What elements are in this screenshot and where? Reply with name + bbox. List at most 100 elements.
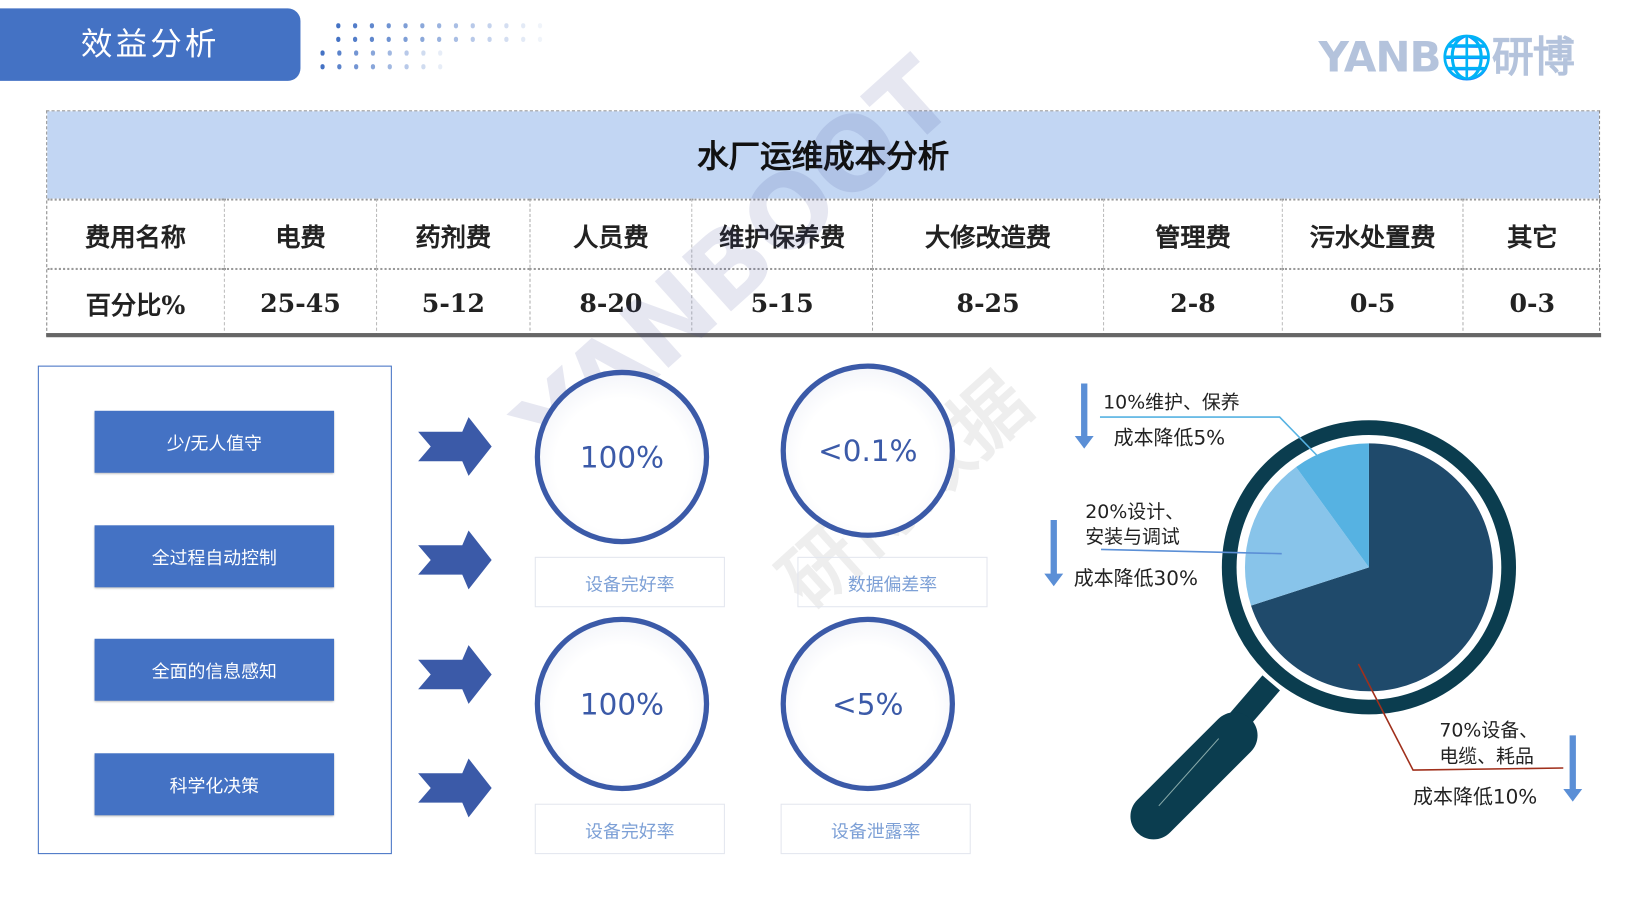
callout-saving: 成本降低30% bbox=[1073, 567, 1198, 591]
feature-auto-control[interactable]: 全过程自动控制 bbox=[94, 525, 335, 588]
dot bbox=[337, 50, 342, 56]
column-header: 药剂费 bbox=[376, 198, 530, 268]
dot bbox=[386, 36, 391, 43]
table-bottom-rule bbox=[46, 333, 1602, 338]
dot bbox=[420, 36, 425, 43]
arrow-right-icon bbox=[418, 417, 492, 476]
table-cell: 8-25 bbox=[871, 267, 1104, 337]
arrow-down-icon bbox=[1074, 383, 1094, 449]
dot bbox=[437, 36, 442, 43]
table-cell: 8-20 bbox=[529, 267, 692, 337]
dot bbox=[369, 23, 375, 29]
arrow-right-icon bbox=[418, 645, 492, 704]
pie-slice bbox=[1296, 443, 1369, 568]
dot bbox=[470, 23, 475, 29]
features-panel bbox=[37, 365, 392, 855]
table-cell: 0-3 bbox=[1462, 267, 1602, 337]
metric-label: 数据偏差率 bbox=[797, 556, 988, 608]
feature-info-sensing[interactable]: 全面的信息感知 bbox=[94, 638, 335, 701]
magnifier-handle bbox=[1130, 712, 1258, 840]
dot bbox=[387, 50, 392, 56]
feature-unattended[interactable]: 少/无人值守 bbox=[94, 410, 335, 473]
metric-circle: <5% bbox=[780, 616, 955, 792]
dot bbox=[354, 50, 359, 56]
callout-design-2: 安装与调试 bbox=[1085, 526, 1180, 549]
dot bbox=[537, 36, 543, 43]
callout-maintenance: 10%维护、保养 bbox=[1103, 391, 1240, 414]
metric-circle: 100% bbox=[534, 369, 710, 545]
dot bbox=[320, 64, 325, 70]
table-title: 水厂运维成本分析 bbox=[47, 111, 1600, 199]
column-header: 大修改造费 bbox=[871, 198, 1104, 268]
callout-equipment-2: 电缆、耗品 bbox=[1439, 745, 1534, 768]
dot bbox=[437, 23, 442, 29]
table-cell: 5-12 bbox=[376, 267, 530, 337]
metric-label: 设备泄露率 bbox=[780, 803, 971, 855]
dot bbox=[504, 23, 509, 29]
dot bbox=[403, 23, 408, 29]
feature-decision[interactable]: 科学化决策 bbox=[94, 753, 335, 816]
callout-saving: 成本降低5% bbox=[1113, 426, 1226, 450]
dot bbox=[386, 23, 391, 29]
pie-slice bbox=[1251, 443, 1493, 692]
dot bbox=[487, 23, 492, 29]
dot bbox=[336, 23, 341, 29]
column-header: 污水处置费 bbox=[1281, 198, 1463, 268]
dot bbox=[537, 23, 543, 29]
dot bbox=[404, 64, 409, 70]
dot bbox=[504, 36, 509, 43]
dot bbox=[487, 36, 492, 43]
dot bbox=[404, 50, 409, 56]
decorative-dots bbox=[320, 23, 543, 70]
dot bbox=[337, 64, 342, 70]
dot bbox=[369, 36, 375, 43]
column-header: 维护保养费 bbox=[691, 198, 872, 268]
dot bbox=[521, 23, 526, 29]
dot bbox=[336, 36, 341, 43]
leader-line bbox=[1357, 663, 1564, 771]
metric-circle: <0.1% bbox=[780, 363, 955, 538]
pie-slice bbox=[1244, 467, 1369, 606]
dot bbox=[470, 36, 475, 43]
leader-line bbox=[1101, 548, 1282, 555]
dot bbox=[353, 36, 358, 43]
globe-icon: 🌐 bbox=[1440, 33, 1492, 82]
dot bbox=[353, 23, 358, 29]
arrow-right-icon bbox=[418, 758, 492, 818]
handle-highlight bbox=[1158, 738, 1220, 807]
dot bbox=[453, 23, 459, 29]
arrow-down-icon bbox=[1044, 520, 1064, 587]
table-cell: 2-8 bbox=[1103, 267, 1282, 337]
callout-saving: 成本降低10% bbox=[1413, 785, 1538, 809]
column-header: 电费 bbox=[223, 198, 377, 268]
dot bbox=[320, 50, 325, 56]
metric-label: 设备完好率 bbox=[534, 556, 725, 608]
table-cell: 0-5 bbox=[1281, 267, 1463, 337]
leader-line bbox=[1099, 416, 1320, 458]
dot bbox=[438, 64, 443, 70]
dot bbox=[420, 23, 425, 29]
dot bbox=[438, 50, 443, 56]
column-header: 其它 bbox=[1462, 198, 1602, 268]
dot bbox=[370, 50, 376, 56]
dot bbox=[370, 64, 376, 70]
dot bbox=[521, 36, 526, 43]
dot bbox=[453, 36, 459, 43]
column-header: 人员费 bbox=[529, 198, 692, 268]
dot bbox=[421, 64, 426, 70]
row-header: 费用名称 bbox=[47, 198, 224, 268]
dot bbox=[403, 36, 408, 43]
metric-circle: 100% bbox=[534, 616, 710, 792]
row-header: 百分比% bbox=[47, 267, 224, 336]
callout-equipment: 70%设备、 bbox=[1439, 719, 1539, 742]
arrow-right-icon bbox=[418, 530, 492, 590]
logo: YANB🌐研博 bbox=[1318, 33, 1575, 82]
dot bbox=[354, 64, 359, 70]
arrow-down-icon bbox=[1563, 735, 1583, 802]
dot bbox=[421, 50, 426, 56]
metric-label: 设备完好率 bbox=[534, 803, 725, 855]
table-cell: 5-15 bbox=[691, 267, 872, 337]
section-title: 效益分析 bbox=[0, 8, 301, 81]
column-header: 管理费 bbox=[1103, 198, 1282, 268]
